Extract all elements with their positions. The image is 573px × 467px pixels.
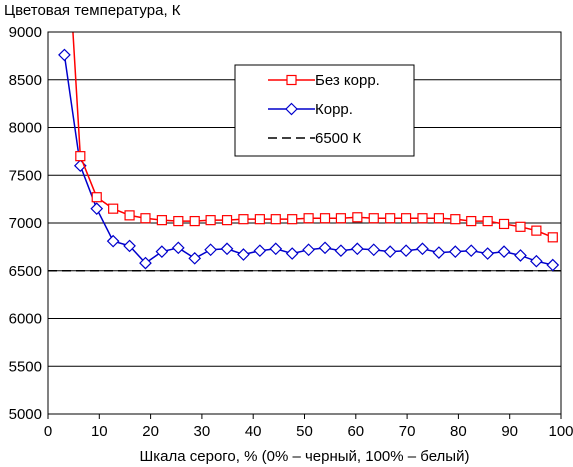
point-square-4 (124, 210, 135, 221)
point-diamond-18 (350, 242, 364, 256)
point-diamond-17 (334, 244, 348, 258)
point-square-19 (368, 213, 379, 224)
y-tick-label-8500: 8500 (9, 72, 42, 89)
y-tick-label-5500: 5500 (9, 358, 42, 375)
y-tick-label-6000: 6000 (9, 311, 42, 328)
point-square-18 (352, 212, 363, 223)
point-diamond-22 (416, 242, 429, 256)
legend-label-1: Корр. (315, 101, 353, 118)
y-tick-label-8000: 8000 (9, 120, 42, 137)
point-diamond-21 (399, 244, 413, 258)
plot-frame (47, 31, 562, 415)
legend-label-2: 6500 К (315, 130, 362, 147)
point-diamond-19 (367, 243, 381, 257)
point-square-16 (319, 213, 331, 224)
point-diamond-24 (448, 245, 462, 258)
point-square-15 (303, 213, 314, 224)
point-square-30 (547, 232, 558, 243)
point-diamond-12 (253, 244, 267, 258)
point-diamond-7 (171, 241, 185, 255)
point-diamond-25 (464, 244, 478, 258)
point-square-17 (335, 213, 347, 224)
y-tick-label-6500: 6500 (9, 263, 42, 280)
legend-label-0: Без корр. (315, 72, 380, 89)
y-tick-labels: 5000 5500 6000 6500 7000 7500 8000 8500 9000 (9, 24, 42, 423)
series-0 (72, 32, 558, 243)
point-square-26 (482, 215, 493, 227)
point-diamond-legend (285, 102, 298, 116)
x-tick-label-100: 100 (548, 423, 573, 440)
point-square-24 (450, 214, 461, 225)
point-square-9 (205, 215, 216, 226)
x-tick-label-10: 10 (91, 423, 108, 440)
x-tick-label-50: 50 (296, 423, 313, 440)
point-diamond-16 (318, 241, 332, 255)
point-square-legend (286, 74, 297, 86)
series-1 (58, 48, 560, 272)
x-tick-label-40: 40 (245, 423, 262, 440)
x-tick-labels: 0 10 20 30 40 50 60 70 80 90 100 (44, 414, 573, 440)
point-diamond-23 (432, 246, 446, 259)
point-diamond-9 (204, 243, 217, 257)
point-diamond-26 (481, 247, 494, 260)
point-diamond-27 (497, 245, 511, 258)
x-tick-label-80: 80 (450, 423, 467, 440)
y-tick-label-5000: 5000 (9, 406, 42, 423)
point-square-3 (108, 203, 119, 214)
legend: Без корр. Корр. 6500 К (234, 64, 415, 157)
legend-box (234, 64, 415, 157)
point-square-1 (75, 151, 86, 162)
point-square-10 (221, 215, 233, 226)
point-diamond-11 (237, 248, 250, 261)
point-diamond-15 (302, 243, 315, 257)
x-tick-label-90: 90 (501, 423, 518, 440)
point-diamond-30 (546, 258, 560, 272)
point-diamond-28 (514, 249, 527, 262)
point-square-23 (433, 213, 445, 224)
point-square-13 (270, 214, 281, 225)
point-square-7 (173, 215, 184, 227)
point-diamond-4 (123, 239, 136, 253)
x-axis-title: Шкала серого, % (0% – черный, 100% – бел… (140, 448, 470, 465)
x-tick-label-30: 30 (194, 423, 211, 440)
y-tick-label-7500: 7500 (9, 167, 42, 184)
point-square-14 (287, 214, 298, 225)
point-diamond-14 (285, 247, 299, 260)
point-diamond-3 (106, 234, 120, 248)
point-diamond-5 (139, 256, 152, 270)
point-diamond-10 (220, 242, 234, 256)
plot-series (48, 32, 561, 272)
x-tick-label-60: 60 (347, 423, 364, 440)
point-square-11 (238, 214, 249, 225)
x-tick-label-70: 70 (399, 423, 416, 440)
point-diamond-6 (155, 245, 169, 258)
point-square-22 (417, 213, 428, 224)
point-square-27 (498, 218, 510, 230)
point-diamond-0 (58, 48, 71, 62)
point-square-29 (531, 225, 542, 236)
point-square-6 (156, 215, 167, 226)
point-square-21 (400, 213, 412, 224)
point-square-12 (254, 214, 265, 225)
point-square-28 (515, 221, 526, 232)
point-diamond-2 (90, 202, 104, 216)
x-tick-label-0: 0 (44, 423, 52, 440)
point-square-20 (385, 213, 396, 224)
y-tick-label-7000: 7000 (9, 215, 42, 232)
point-square-25 (466, 215, 477, 227)
y-axis-title: Цветовая температура, К (4, 2, 181, 19)
point-diamond-20 (383, 245, 397, 258)
point-square-2 (91, 192, 102, 203)
point-diamond-29 (530, 254, 543, 268)
y-tick-label-9000: 9000 (9, 24, 42, 41)
point-diamond-13 (269, 242, 283, 256)
point-square-8 (189, 215, 200, 227)
x-tick-label-20: 20 (142, 423, 159, 440)
point-diamond-8 (188, 251, 202, 265)
point-square-5 (140, 213, 151, 224)
